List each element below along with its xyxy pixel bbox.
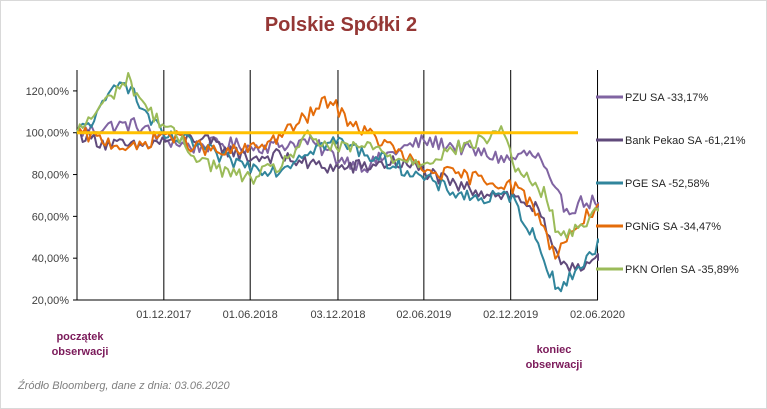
legend-label: PGNiG SA -34,47% xyxy=(625,221,721,233)
end-of-observation-label: koniec obserwacji xyxy=(513,343,595,373)
legend-label: PGE SA -52,58% xyxy=(625,178,710,190)
series-line xyxy=(76,81,599,293)
y-tick-label: 20,00% xyxy=(32,295,70,307)
end-label-text: koniec obserwacji xyxy=(525,344,583,371)
y-tick-label: 120,00% xyxy=(26,86,70,98)
y-tick-label: 80,00% xyxy=(32,170,70,182)
y-tick-label: 60,00% xyxy=(32,211,70,223)
legend-label: PKN Orlen SA -35,89% xyxy=(625,264,739,276)
plot-area: 20,00% 40,00% 60,00% 80,00% 100,00% 120,00% 01… xyxy=(26,70,625,321)
y-tick-label: 40,00% xyxy=(32,253,70,265)
start-label-text: początek obserwacji xyxy=(51,331,109,358)
x-tick-label: 02.12.2019 xyxy=(483,309,538,321)
legend-label: Bank Pekao SA -61,21% xyxy=(625,135,746,147)
x-tick-label: 01.06.2018 xyxy=(223,309,278,321)
x-tick-label: 01.12.2017 xyxy=(136,309,191,321)
legend: PZU SA -33,17% Bank Pekao SA -61,21% PGE S… xyxy=(596,92,746,276)
x-tick-label: 03.12.2018 xyxy=(310,309,365,321)
series-line xyxy=(76,72,599,240)
x-tick-label: 02.06.2020 xyxy=(570,309,625,321)
x-tick-label: 02.06.2019 xyxy=(396,309,451,321)
chart-title: Polskie Spółki 2 xyxy=(265,14,417,36)
start-of-observation-label: początek obserwacji xyxy=(40,330,120,360)
source-note: Źródło Bloomberg, dane z dnia: 03.06.202… xyxy=(18,380,230,392)
y-tick-label: 100,00% xyxy=(26,128,70,140)
legend-label: PZU SA -33,17% xyxy=(625,92,708,104)
